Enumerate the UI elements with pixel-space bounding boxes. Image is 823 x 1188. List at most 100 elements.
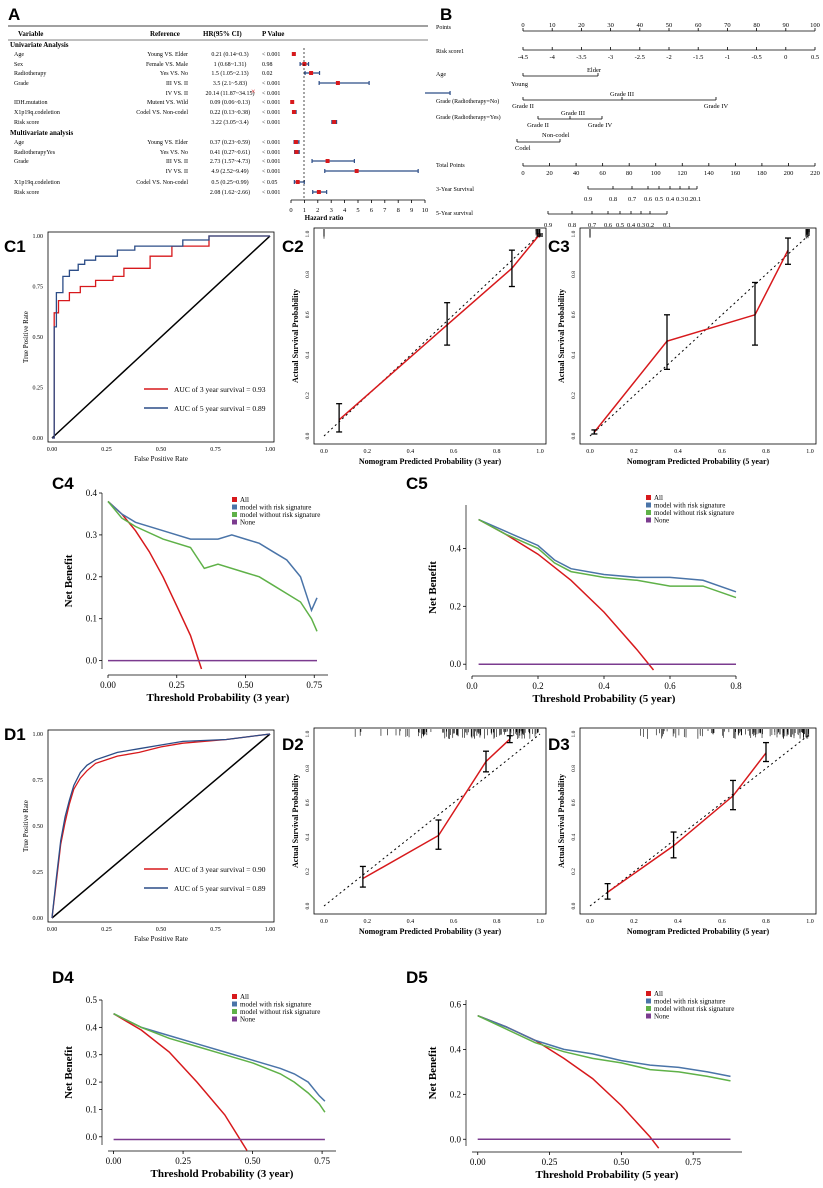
x-tick-label: 1.0 [536, 919, 544, 925]
hr-point [291, 110, 296, 114]
y-tick-label: 0.2 [86, 572, 97, 582]
row-variable: Grade [14, 159, 29, 165]
row-variable: RadiotherapyYes [14, 150, 56, 156]
net-benefit-curve [113, 1013, 326, 1102]
legend-text: AUC of 3 year survival = 0.90 [174, 865, 266, 874]
y-tick-label: 0.50 [33, 824, 44, 830]
row-variable: Grade [14, 81, 29, 87]
surv3-label: 3-Year Survival [436, 187, 474, 193]
y-tick-label: 0.4 [450, 1044, 462, 1054]
x-axis-label: False Positive Rate [134, 935, 188, 943]
calibration-chart-D3: 0.0 0.0 0.2 0.2 0.4 0.4 0.6 0.6 0.8 0.8 1.0 1.0 Nomo… [557, 727, 817, 936]
grade-no-label: Grade (Radiotherapy=No) [436, 98, 499, 105]
codel-codel: Codel [515, 145, 531, 152]
row-reference: Female VS. Male [146, 62, 188, 68]
row-hr-text: 0.5 (0.25~0.99) [211, 179, 248, 186]
legend-swatch [232, 519, 237, 525]
y-tick-label: 0.4 [450, 543, 462, 553]
x-tick-label: 0.50 [245, 1156, 261, 1166]
surv5-tick-label: 0.6 [604, 222, 613, 229]
scale-tick-label: 70 [724, 22, 731, 29]
net-benefit-curve [107, 500, 203, 670]
panel-label-D3: D3 [548, 735, 570, 754]
y-tick-label: 0.1 [86, 1104, 97, 1114]
row-hr-text: 2.73 (1.57~4.73) [210, 158, 250, 165]
y-tick-label: 1.0 [571, 730, 577, 737]
y-tick-label: 0.25 [33, 870, 44, 876]
roc-chart-C1: 0.000.00 0.25 0.25 0.50 0.50 0.75 0.75 1.00 1.00… [22, 231, 275, 463]
scale-tick-label: -2 [666, 54, 671, 61]
surv3-tick-label: 0.8 [609, 196, 617, 203]
row-variable: Age [14, 140, 24, 146]
x-tick-label: 0.8 [730, 681, 742, 691]
x-tick-label: 0.75 [306, 680, 322, 690]
surv5-label: 5-Year survival [436, 211, 473, 217]
y-tick-label: 0.75 [33, 285, 44, 291]
scale-tick-label: 180 [757, 170, 767, 177]
roc-curve [51, 733, 271, 919]
row-variable: Sex [14, 62, 23, 68]
calibration-curve [593, 249, 789, 433]
calibration-chart-D2: 0.0 0.0 0.2 0.2 0.4 0.4 0.6 0.6 0.8 0.8 1.0 1.0 Nomo… [291, 727, 547, 936]
x-tick-label: 4 [343, 207, 347, 214]
row-hr-text: 4.9 (2.52~9.49) [211, 168, 248, 175]
row-p-value: < 0.001 [262, 169, 280, 175]
x-tick-label: 5 [356, 207, 359, 214]
scale-tick-label: 140 [704, 170, 714, 177]
row-reference: Mutent VS. Wild [147, 100, 188, 106]
legend-text: None [240, 519, 255, 527]
x-tick-label: 0.0 [466, 681, 478, 691]
net-benefit-curve [478, 518, 655, 671]
scale-tick-label: 200 [784, 170, 794, 177]
row-hr-text: 0.22 (0.13~0.38) [210, 109, 250, 116]
panel-label-D1: D1 [4, 725, 26, 744]
x-tick-label: 0.6 [718, 919, 726, 925]
y-tick-label: 0.6 [571, 799, 577, 806]
x-axis-label: Nomogram Predicted Probability (3 year) [359, 927, 502, 936]
x-tick-label: 0.00 [47, 447, 58, 453]
hr-point [294, 150, 299, 154]
panel-label-D4: D4 [52, 968, 74, 987]
diagonal-reference [51, 235, 271, 439]
calibration-curve [338, 233, 541, 421]
risk-label: Risk score1 [436, 49, 464, 55]
x-tick-label: 0.00 [106, 1156, 122, 1166]
scale-tick-label: 20 [546, 170, 553, 177]
x-tick-label: 0.6 [450, 919, 458, 925]
y-tick-label: 1.0 [571, 230, 577, 237]
x-tick-label: 0.75 [685, 1157, 701, 1167]
scale-tick-label: 0 [521, 170, 524, 177]
net-benefit-curve [107, 500, 318, 632]
legend-text: model with risk signature [240, 1001, 311, 1009]
y-tick-label: 0.0 [86, 656, 98, 666]
legend-swatch [646, 998, 651, 1004]
y-tick-label: 0.0 [305, 432, 311, 439]
y-tick-label: 0.4 [571, 352, 577, 359]
row-variable: X1p19q.codeletion [14, 110, 60, 116]
y-tick-label: 0.4 [86, 488, 98, 498]
x-tick-label: 0.50 [613, 1157, 629, 1167]
age-young: Young [511, 81, 529, 88]
legend-text: model without risk signature [240, 1008, 320, 1016]
x-tick-label: 0.50 [238, 680, 254, 690]
x-tick-label: 6 [370, 207, 374, 214]
off-scale-marker: × [251, 87, 256, 96]
x-axis-label: Nomogram Predicted Probability (5 year) [627, 457, 770, 466]
scale-tick-label: 0 [521, 22, 524, 29]
hr-point [325, 159, 330, 163]
panel-label-B: B [440, 5, 452, 24]
x-tick-label: 0.4 [598, 681, 610, 691]
y-tick-label: 0.6 [571, 311, 577, 318]
panel-label-D2: D2 [282, 735, 304, 754]
x-tick-label: 1.00 [265, 927, 276, 933]
legend-text: model without risk signature [654, 1005, 734, 1013]
dca-chart-C4: 0.00 0.25 0.50 0.75 0.0 0.1 0.2 0.3 0.4 Threshold… [63, 488, 328, 704]
scale-tick-label: 40 [573, 170, 580, 177]
x-tick-label: 0.2 [363, 919, 371, 925]
y-tick-label: 0.4 [305, 352, 311, 359]
y-tick-label: 0.2 [305, 392, 311, 399]
row-hr-text: 2.08 (1.62~2.66) [210, 189, 250, 196]
scale-tick-label: -4.5 [518, 54, 528, 61]
dca-chart-D5: 0.00 0.25 0.50 0.75 0.0 0.2 0.4 0.6 Threshold Pr… [427, 990, 742, 1181]
